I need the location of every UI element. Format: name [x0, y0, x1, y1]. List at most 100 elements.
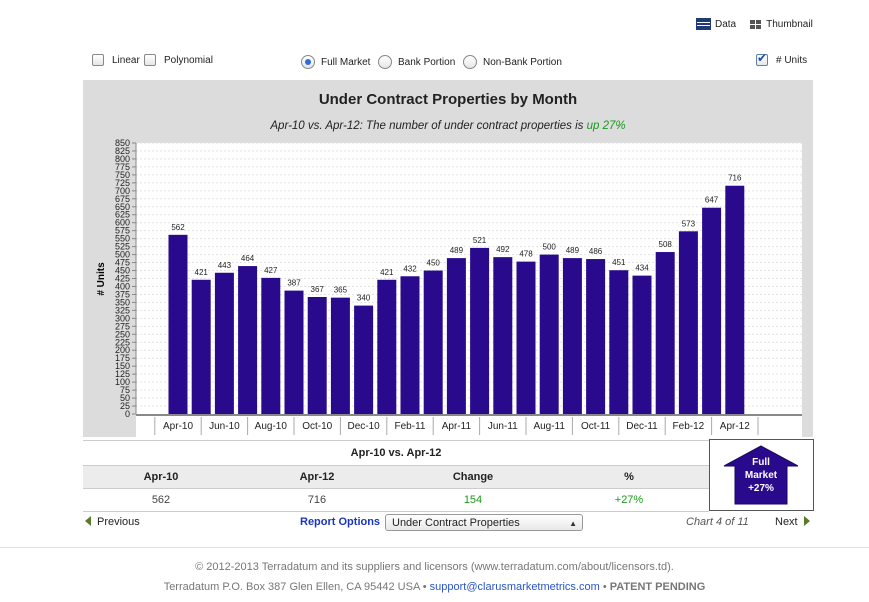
bar	[214, 272, 234, 414]
previous-label: Previous	[97, 516, 140, 528]
y-tick-label: 225	[115, 337, 130, 347]
bank-portion-radio[interactable]	[378, 55, 392, 69]
bar-value-label: 451	[612, 258, 626, 267]
y-tick-label: 275	[115, 321, 130, 331]
polynomial-option[interactable]: Polynomial	[144, 54, 213, 66]
value-apr-10: 562	[151, 494, 171, 506]
linear-checkbox[interactable]	[92, 54, 104, 66]
bar	[632, 275, 652, 414]
footer-separator-1: •	[419, 581, 430, 593]
x-tick-label: Jun-11	[488, 421, 518, 432]
x-tick-label: Oct-11	[581, 421, 611, 432]
chart-title: Under Contract Properties by Month	[318, 91, 578, 108]
bar-value-label: 647	[705, 196, 719, 205]
bar	[330, 297, 350, 414]
report-select-value: Under Contract Properties	[392, 517, 520, 529]
bar	[423, 270, 443, 414]
y-tick-label: 775	[115, 162, 130, 172]
data-link[interactable]: Data	[696, 18, 736, 30]
bar-value-label: 464	[241, 254, 255, 263]
bar-value-label: 434	[635, 264, 649, 273]
y-tick-label: 650	[115, 202, 130, 212]
y-tick-label: 25	[120, 401, 130, 411]
units-checkbox[interactable]	[756, 51, 768, 66]
y-axis-label: # Units	[96, 262, 107, 296]
y-tick-label: 825	[115, 146, 130, 156]
next-arrow-icon	[803, 516, 810, 526]
y-tick-label: 75	[120, 385, 130, 395]
footer-address-line: Terradatum P.O. Box 387 Glen Ellen, CA 9…	[0, 581, 869, 593]
y-tick-label: 700	[115, 186, 130, 196]
bar-value-label: 486	[589, 247, 603, 256]
bar-value-label: 387	[287, 279, 301, 288]
y-tick-label: 375	[115, 289, 130, 299]
x-tick-label: Feb-11	[395, 421, 426, 432]
full-market-option[interactable]: Full Market	[301, 55, 370, 69]
value-change: 154	[463, 494, 483, 506]
y-tick-label: 475	[115, 258, 130, 268]
bar-value-label: 716	[728, 174, 742, 183]
bar	[400, 276, 420, 414]
bar-value-label: 500	[543, 243, 557, 252]
x-axis-band	[136, 416, 802, 437]
non-bank-portion-radio[interactable]	[463, 55, 477, 69]
bar-value-label: 508	[659, 240, 673, 249]
table-icon	[696, 18, 711, 30]
bar-value-label: 478	[519, 250, 533, 259]
y-tick-label: 200	[115, 345, 130, 355]
header-percent: %	[624, 471, 634, 483]
units-label: # Units	[776, 54, 808, 66]
previous-button[interactable]: Previous	[85, 516, 140, 528]
polynomial-checkbox[interactable]	[144, 54, 156, 66]
full-market-radio[interactable]	[301, 55, 315, 69]
x-tick-label: Feb-12	[673, 421, 705, 432]
bar	[238, 266, 258, 414]
bar-value-label: 489	[450, 246, 464, 255]
bar-value-label: 450	[427, 259, 441, 268]
x-tick-label: Jun-10	[209, 421, 240, 432]
bar	[354, 305, 374, 414]
bank-portion-label: Bank Portion	[398, 56, 456, 68]
value-percent: +27%	[614, 494, 644, 506]
report-select[interactable]: Under Contract Properties ▲	[385, 514, 583, 531]
badge-line-3: +27%	[748, 483, 774, 494]
y-tick-label: 675	[115, 194, 130, 204]
x-tick-label: Dec-11	[626, 421, 658, 432]
x-tick-label: Oct-10	[302, 421, 332, 432]
y-tick-label: 0	[125, 409, 130, 419]
units-option[interactable]: # Units	[756, 51, 808, 66]
y-tick-label: 725	[115, 178, 130, 188]
next-button[interactable]: Next	[775, 516, 810, 528]
bar	[586, 259, 606, 414]
previous-arrow-icon	[85, 516, 91, 526]
support-email-link[interactable]: support@clarusmarketmetrics.com	[429, 581, 600, 593]
footer-address: Terradatum P.O. Box 387 Glen Ellen, CA 9…	[163, 581, 420, 593]
y-tick-label: 500	[115, 250, 130, 260]
linear-option[interactable]: Linear	[92, 54, 140, 66]
y-tick-label: 50	[120, 393, 130, 403]
y-tick-label: 425	[115, 274, 130, 284]
bar	[539, 254, 559, 414]
bar	[609, 270, 629, 414]
header-apr-10: Apr-10	[143, 471, 179, 483]
bank-portion-option[interactable]: Bank Portion	[378, 55, 455, 69]
footer-separator-2: •	[599, 581, 610, 593]
bar	[191, 279, 211, 414]
chart-subtitle-change: up 27%	[586, 120, 626, 132]
footer-divider	[0, 547, 869, 548]
y-tick-label: 250	[115, 329, 130, 339]
bar-value-label: 340	[357, 294, 371, 303]
market-badge: Full Market +27%	[709, 439, 814, 511]
view-links: Data Thumbnail	[696, 18, 813, 30]
bar-value-label: 492	[496, 245, 510, 254]
thumbnail-link[interactable]: Thumbnail	[750, 19, 813, 30]
y-tick-label: 300	[115, 313, 130, 323]
bar-value-label: 421	[195, 268, 209, 277]
y-tick-label: 600	[115, 218, 130, 228]
y-tick-label: 575	[115, 226, 130, 236]
patent-pending: PATENT PENDING	[609, 581, 706, 593]
comparison-title: Apr-10 vs. Apr-12	[83, 440, 709, 465]
linear-label: Linear	[112, 54, 140, 66]
non-bank-portion-option[interactable]: Non-Bank Portion	[463, 55, 562, 69]
x-tick-label: Dec-10	[347, 421, 380, 432]
